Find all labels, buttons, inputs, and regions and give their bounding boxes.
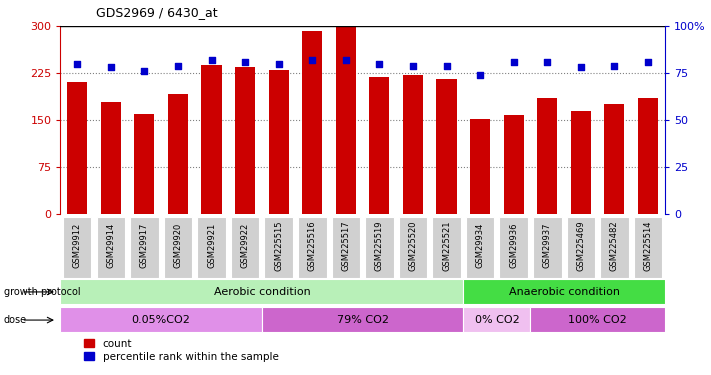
- Text: GSM225519: GSM225519: [375, 220, 384, 271]
- Bar: [403, 75, 423, 214]
- Bar: [60, 307, 262, 332]
- Point: [105, 64, 117, 70]
- Point: [172, 63, 183, 69]
- Bar: [538, 98, 557, 214]
- Point: [206, 57, 218, 63]
- Bar: [638, 98, 658, 214]
- Point: [340, 57, 351, 63]
- Bar: [530, 307, 665, 332]
- Text: growth protocol: growth protocol: [4, 286, 80, 297]
- Legend: count, percentile rank within the sample: count, percentile rank within the sample: [80, 334, 283, 366]
- FancyBboxPatch shape: [567, 217, 595, 278]
- Point: [306, 57, 318, 63]
- Point: [575, 64, 587, 70]
- FancyBboxPatch shape: [197, 217, 226, 278]
- Text: GSM225514: GSM225514: [643, 220, 653, 271]
- FancyBboxPatch shape: [600, 217, 629, 278]
- Bar: [470, 119, 490, 214]
- FancyBboxPatch shape: [399, 217, 427, 278]
- Point: [508, 59, 519, 65]
- Point: [407, 63, 419, 69]
- Text: GSM225469: GSM225469: [577, 220, 585, 271]
- Bar: [134, 114, 154, 214]
- Point: [72, 61, 83, 67]
- Bar: [336, 27, 356, 214]
- FancyBboxPatch shape: [365, 217, 394, 278]
- Bar: [604, 104, 624, 214]
- Text: GSM225516: GSM225516: [308, 220, 316, 271]
- FancyBboxPatch shape: [634, 217, 662, 278]
- Text: Aerobic condition: Aerobic condition: [213, 286, 310, 297]
- Text: 100% CO2: 100% CO2: [568, 315, 627, 325]
- FancyBboxPatch shape: [63, 217, 92, 278]
- FancyBboxPatch shape: [264, 217, 293, 278]
- Point: [609, 63, 620, 69]
- Text: GSM29917: GSM29917: [140, 223, 149, 268]
- Bar: [101, 102, 121, 214]
- Text: Anaerobic condition: Anaerobic condition: [508, 286, 619, 297]
- Text: GSM29934: GSM29934: [476, 223, 485, 268]
- FancyBboxPatch shape: [231, 217, 260, 278]
- Text: GDS2969 / 6430_at: GDS2969 / 6430_at: [96, 6, 218, 19]
- Text: GSM225520: GSM225520: [409, 220, 417, 271]
- Point: [139, 68, 150, 74]
- Text: GSM225521: GSM225521: [442, 220, 451, 271]
- FancyBboxPatch shape: [466, 217, 494, 278]
- Bar: [60, 279, 464, 304]
- Text: GSM29920: GSM29920: [173, 223, 183, 268]
- FancyBboxPatch shape: [331, 217, 360, 278]
- Text: GSM225515: GSM225515: [274, 220, 283, 271]
- Bar: [571, 111, 591, 214]
- Bar: [464, 279, 665, 304]
- Point: [273, 61, 284, 67]
- Text: GSM29921: GSM29921: [207, 223, 216, 268]
- Text: 0% CO2: 0% CO2: [474, 315, 519, 325]
- Bar: [503, 115, 524, 214]
- Text: 0.05%CO2: 0.05%CO2: [132, 315, 191, 325]
- Text: GSM29914: GSM29914: [107, 223, 115, 268]
- Text: GSM29922: GSM29922: [240, 223, 250, 268]
- Bar: [67, 82, 87, 214]
- Bar: [201, 65, 222, 214]
- Point: [441, 63, 452, 69]
- Point: [374, 61, 385, 67]
- Text: dose: dose: [4, 315, 27, 325]
- Text: GSM29937: GSM29937: [542, 223, 552, 268]
- Point: [542, 59, 553, 65]
- Bar: [437, 80, 456, 214]
- Bar: [369, 78, 390, 214]
- FancyBboxPatch shape: [164, 217, 192, 278]
- Bar: [262, 307, 464, 332]
- Text: GSM225517: GSM225517: [341, 220, 351, 271]
- FancyBboxPatch shape: [432, 217, 461, 278]
- Text: 79% CO2: 79% CO2: [336, 315, 389, 325]
- Text: GSM225482: GSM225482: [610, 220, 619, 271]
- Bar: [168, 94, 188, 214]
- Point: [240, 59, 251, 65]
- FancyBboxPatch shape: [533, 217, 562, 278]
- FancyBboxPatch shape: [499, 217, 528, 278]
- Text: GSM29936: GSM29936: [509, 223, 518, 268]
- FancyBboxPatch shape: [130, 217, 159, 278]
- Bar: [269, 70, 289, 214]
- Point: [474, 72, 486, 78]
- FancyBboxPatch shape: [298, 217, 326, 278]
- Bar: [302, 31, 322, 214]
- FancyBboxPatch shape: [97, 217, 125, 278]
- Text: GSM29912: GSM29912: [73, 223, 82, 268]
- Bar: [464, 307, 530, 332]
- Bar: [235, 67, 255, 214]
- Point: [642, 59, 653, 65]
